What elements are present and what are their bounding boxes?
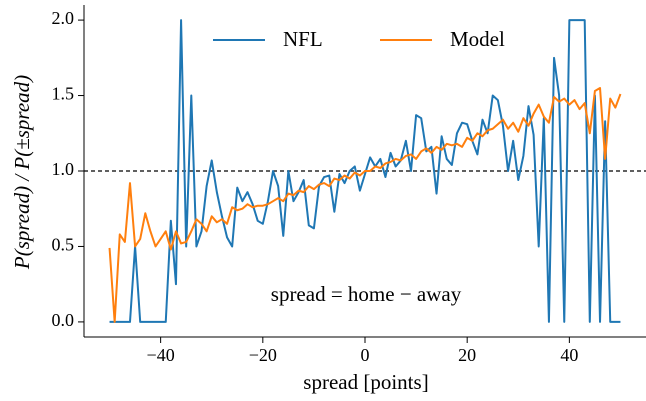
x-tick-label: 40	[560, 345, 578, 365]
series-line	[108, 87, 622, 323]
x-tick-label: 0	[361, 345, 370, 365]
y-tick-label: 0.0	[52, 310, 75, 330]
series-line	[109, 19, 621, 323]
x-tick-label: −40	[147, 345, 175, 365]
legend-label: NFL	[283, 27, 323, 51]
x-axis-label: spread [points]	[303, 370, 428, 394]
x-tick-label: 20	[458, 345, 476, 365]
y-tick-label: 2.0	[52, 8, 75, 28]
x-tick-label: −20	[249, 345, 277, 365]
y-axis-label: P(spread) / P(±spread)	[10, 75, 34, 270]
y-tick-label: 1.0	[52, 159, 75, 179]
annotation: spread = home − away	[271, 282, 462, 306]
y-tick-label: 0.5	[52, 235, 75, 255]
y-tick-label: 1.5	[52, 84, 75, 104]
legend-label: Model	[450, 27, 505, 51]
